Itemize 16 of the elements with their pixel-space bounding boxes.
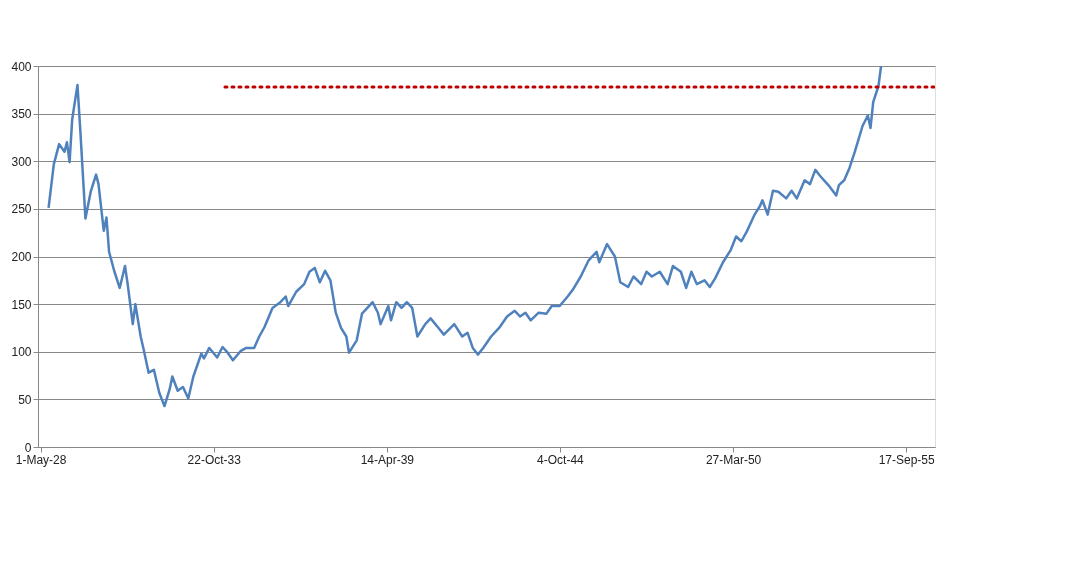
y-tick-label: 350 [11, 107, 32, 122]
y-tick-label: 150 [11, 297, 32, 312]
x-tick-label: 17-Sep-55 [878, 452, 936, 467]
x-tick-label: 4-Oct-44 [537, 452, 585, 467]
y-tick-label: 300 [11, 154, 32, 169]
y-tick-label: 50 [18, 392, 32, 407]
x-tick-label: 22-Oct-33 [187, 452, 242, 467]
y-tick-label: 100 [11, 345, 32, 360]
y-tick-label: 400 [11, 59, 32, 74]
line-series [47, 66, 883, 408]
x-tick-label: 1-May-28 [15, 452, 67, 467]
x-tick-label: 27-Mar-50 [705, 452, 762, 467]
y-tick-label: 200 [11, 250, 32, 264]
y-tick-label: 250 [11, 202, 32, 217]
y-tick-label: 0 [24, 440, 32, 455]
x-tick-label: 14-Apr-39 [360, 452, 415, 467]
